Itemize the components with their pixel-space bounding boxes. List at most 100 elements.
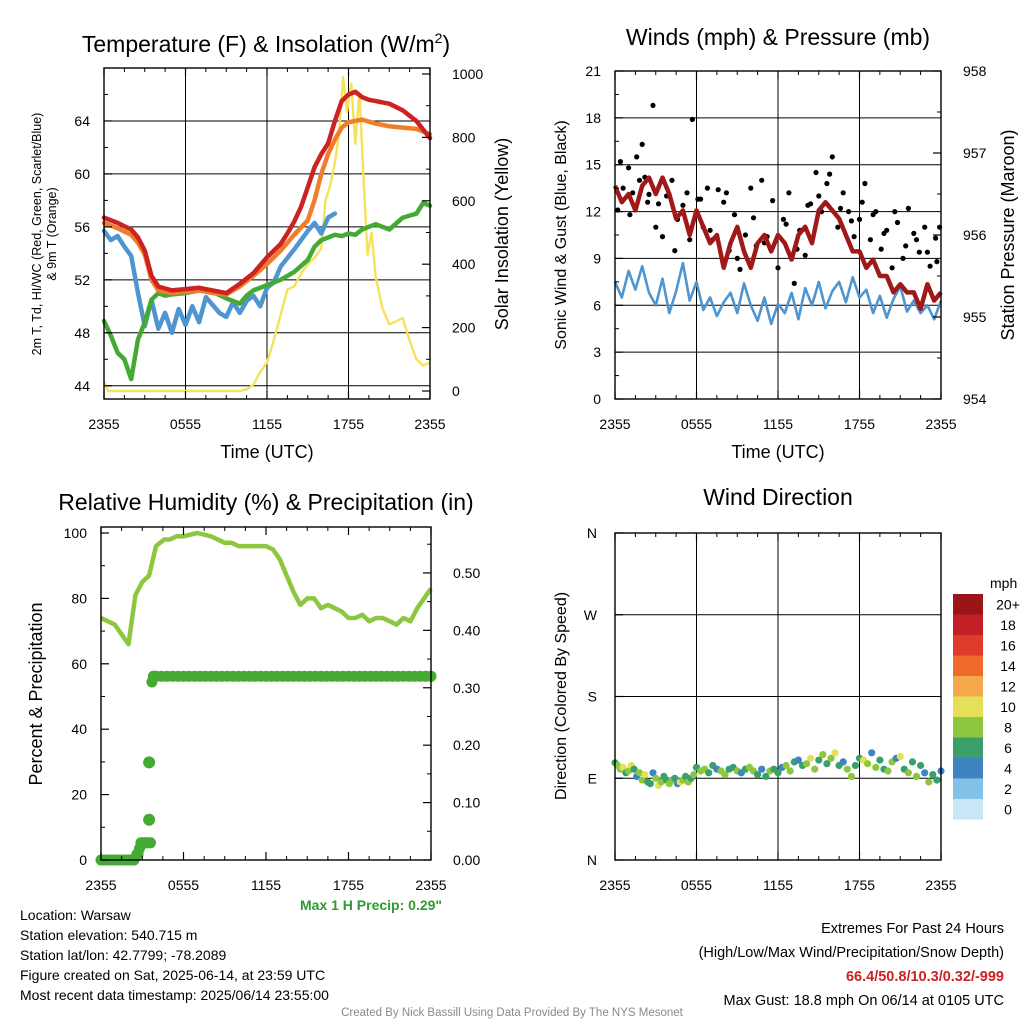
humidity-panel: Relative Humidity (%) & Precipitation (i… [26, 489, 480, 893]
x-tick-label: 2355 [85, 877, 116, 893]
direction-point [762, 772, 770, 781]
recent-data-text: Most recent data timestamp: 2025/06/14 2… [20, 987, 329, 1003]
direction-point [933, 776, 941, 784]
direction-point [794, 756, 803, 764]
gust-point [659, 234, 666, 240]
x-tick-label: 1755 [844, 416, 875, 432]
temperature-ylabel-line2: & 9m T (Orange) [45, 187, 59, 280]
x-tick-label: 2355 [925, 877, 956, 893]
y-tick-label: 64 [74, 113, 90, 129]
direction-point [872, 763, 880, 772]
direction-point [921, 769, 929, 777]
direction-point [811, 765, 819, 773]
y2-tick-label: 600 [452, 193, 476, 209]
gust-point [669, 177, 675, 183]
winds-xlabel: Time (UTC) [731, 442, 824, 462]
x-tick-label: 1755 [844, 877, 875, 893]
pressure-line [612, 175, 943, 312]
x-tick-label: 1755 [333, 416, 364, 432]
direction-tick-label: N [587, 852, 597, 868]
direction-point [908, 758, 917, 766]
y-tick-label: 48 [74, 325, 90, 341]
x-tick-label: 2355 [599, 877, 630, 893]
gust-point [856, 216, 863, 222]
direction-point [917, 761, 925, 770]
winds-grid [615, 71, 941, 399]
colorbar-label: 0 [1004, 801, 1012, 817]
gust-point [698, 196, 704, 202]
humidity-ticks: 2355 0555 1155 1755 2355 0 20 40 60 80 100 0.00 0.10… [64, 525, 481, 893]
colorbar-swatch [953, 676, 983, 697]
gust-point [859, 199, 865, 205]
y2-tick-label: 200 [452, 320, 476, 336]
x-tick-label: 0555 [681, 416, 712, 432]
y2-tick-label: 956 [963, 227, 987, 243]
max-precip-label: Max 1 H Precip: 0.29" [300, 897, 443, 913]
direction-point [843, 765, 851, 773]
y-tick-label: 40 [71, 721, 87, 737]
precip-point [143, 813, 156, 826]
direction-point [827, 754, 835, 762]
precip-point [143, 756, 156, 769]
direction-tick-label: S [588, 689, 597, 705]
colorbar-swatch [953, 778, 983, 799]
direction-point [671, 774, 679, 782]
gust-point [687, 237, 693, 243]
direction-point [649, 769, 657, 777]
colorbar-swatch [953, 696, 983, 717]
y-tick-label: 56 [74, 219, 90, 235]
gust-point [634, 154, 640, 160]
colorbar-swatch [953, 635, 983, 656]
gust-point [783, 221, 789, 227]
x-tick-label: 0555 [170, 416, 201, 432]
gust-point [892, 209, 898, 215]
gust-point [639, 141, 645, 147]
colorbar-label: 4 [1004, 760, 1012, 776]
gust-point [894, 219, 901, 226]
temperature-grid [104, 68, 430, 399]
direction-point [839, 758, 847, 766]
rh-line [100, 530, 433, 647]
gust-point [680, 202, 686, 208]
direction-point [876, 756, 884, 764]
x-tick-label: 1155 [251, 877, 281, 893]
direction-ylabel: Direction (Colored By Speed) [553, 592, 570, 800]
y-tick-label: 100 [64, 525, 88, 541]
direction-point [831, 749, 839, 757]
direction-point [721, 771, 729, 779]
humidity-series [95, 530, 437, 866]
colorbar-swatch [953, 737, 983, 758]
direction-point [786, 767, 794, 775]
gust-point [721, 199, 727, 205]
x-tick-label: 2355 [414, 416, 445, 432]
gust-point [653, 224, 659, 230]
extremes-title: Extremes For Past 24 Hours [821, 921, 1004, 937]
humidity-ylabel: Percent & Precipitation [26, 602, 46, 785]
gust-point [905, 205, 912, 211]
gust-point [655, 201, 662, 207]
gust-point [627, 212, 633, 218]
temperature-xlabel: Time (UTC) [220, 442, 313, 462]
colorbar-swatch [953, 614, 983, 635]
gust-point [837, 205, 844, 211]
direction-tick-label: E [588, 770, 597, 786]
colorbar-label: 16 [1000, 637, 1016, 653]
y2-tick-label: 954 [963, 391, 987, 407]
gust-point [927, 263, 933, 269]
y2-tick-label: 0.40 [453, 622, 480, 638]
gust-point [934, 259, 940, 265]
gust-point [829, 154, 835, 160]
gust-point [827, 171, 833, 177]
max-gust-text: Max Gust: 18.8 mph On 06/14 at 0105 UTC [723, 993, 1004, 1009]
direction-point [807, 754, 815, 762]
y-tick-label: 9 [593, 250, 601, 266]
y2-tick-label: 0.10 [453, 795, 480, 811]
x-tick-label: 0555 [168, 877, 199, 893]
gust-point [731, 212, 738, 218]
winds-panel: Winds (mph) & Pressure (mb) 2355 0555 1155… [553, 24, 1018, 462]
gust-point [707, 227, 713, 233]
y-tick-label: 15 [585, 157, 601, 173]
y-tick-label: 6 [593, 297, 601, 313]
winds-series [612, 102, 943, 326]
direction-point [925, 778, 933, 786]
